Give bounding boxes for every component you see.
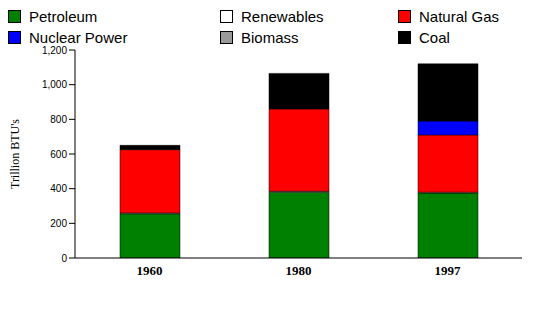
svg-text:Trillion BTU's: Trillion BTU's	[8, 119, 22, 189]
svg-text:400: 400	[50, 183, 67, 194]
svg-text:200: 200	[50, 218, 67, 229]
svg-text:1960: 1960	[137, 263, 163, 278]
svg-text:600: 600	[50, 149, 67, 160]
html-text:Natural Gas: Natural Gas	[419, 8, 499, 25]
html-text:Renewables: Renewables	[241, 8, 324, 25]
svg-text:1997: 1997	[435, 263, 462, 278]
svg-text:0: 0	[61, 253, 67, 264]
html-text:Biomass: Biomass	[241, 29, 299, 46]
html-text:Coal: Coal	[419, 29, 450, 46]
svg-text:1980: 1980	[286, 263, 312, 278]
svg-text:1,000: 1,000	[42, 79, 67, 90]
svg-text:1,200: 1,200	[42, 45, 67, 56]
svg-text:800: 800	[50, 114, 67, 125]
html-text:Petroleum: Petroleum	[29, 8, 98, 25]
html-text:Nuclear Power: Nuclear Power	[29, 29, 128, 46]
